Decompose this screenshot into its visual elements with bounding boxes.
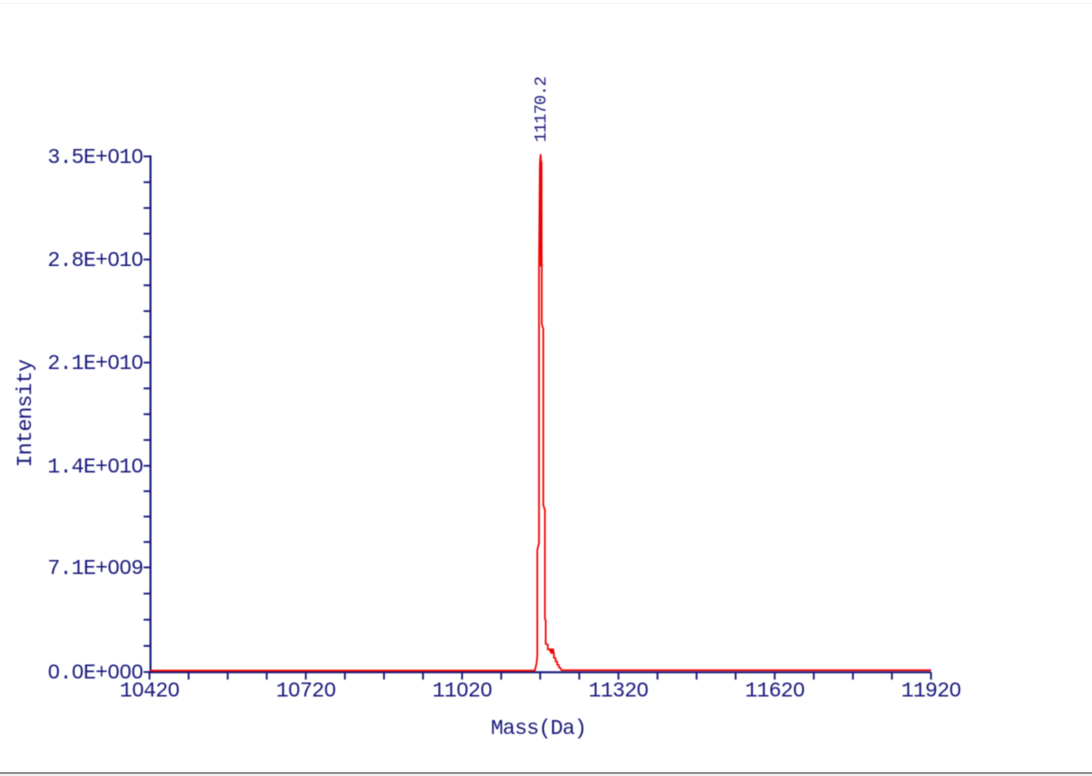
svg-text:3.5E+010: 3.5E+010 (48, 146, 144, 170)
svg-text:10420: 10420 (120, 680, 180, 704)
svg-text:0.0E+000: 0.0E+000 (48, 662, 144, 686)
svg-text:11620: 11620 (745, 680, 805, 704)
svg-text:2.1E+010: 2.1E+010 (48, 352, 144, 376)
svg-text:11170.2: 11170.2 (533, 77, 552, 142)
svg-text:10720: 10720 (276, 680, 336, 704)
svg-text:2.8E+010: 2.8E+010 (48, 249, 144, 273)
svg-text:7.1E+009: 7.1E+009 (48, 557, 144, 581)
svg-text:11320: 11320 (589, 680, 649, 704)
svg-text:11920: 11920 (901, 680, 961, 704)
svg-text:11020: 11020 (432, 680, 492, 704)
svg-text:1.4E+010: 1.4E+010 (48, 455, 144, 479)
svg-text:Mass(Da): Mass(Da) (491, 717, 586, 741)
svg-text:Intensity: Intensity (14, 359, 38, 467)
